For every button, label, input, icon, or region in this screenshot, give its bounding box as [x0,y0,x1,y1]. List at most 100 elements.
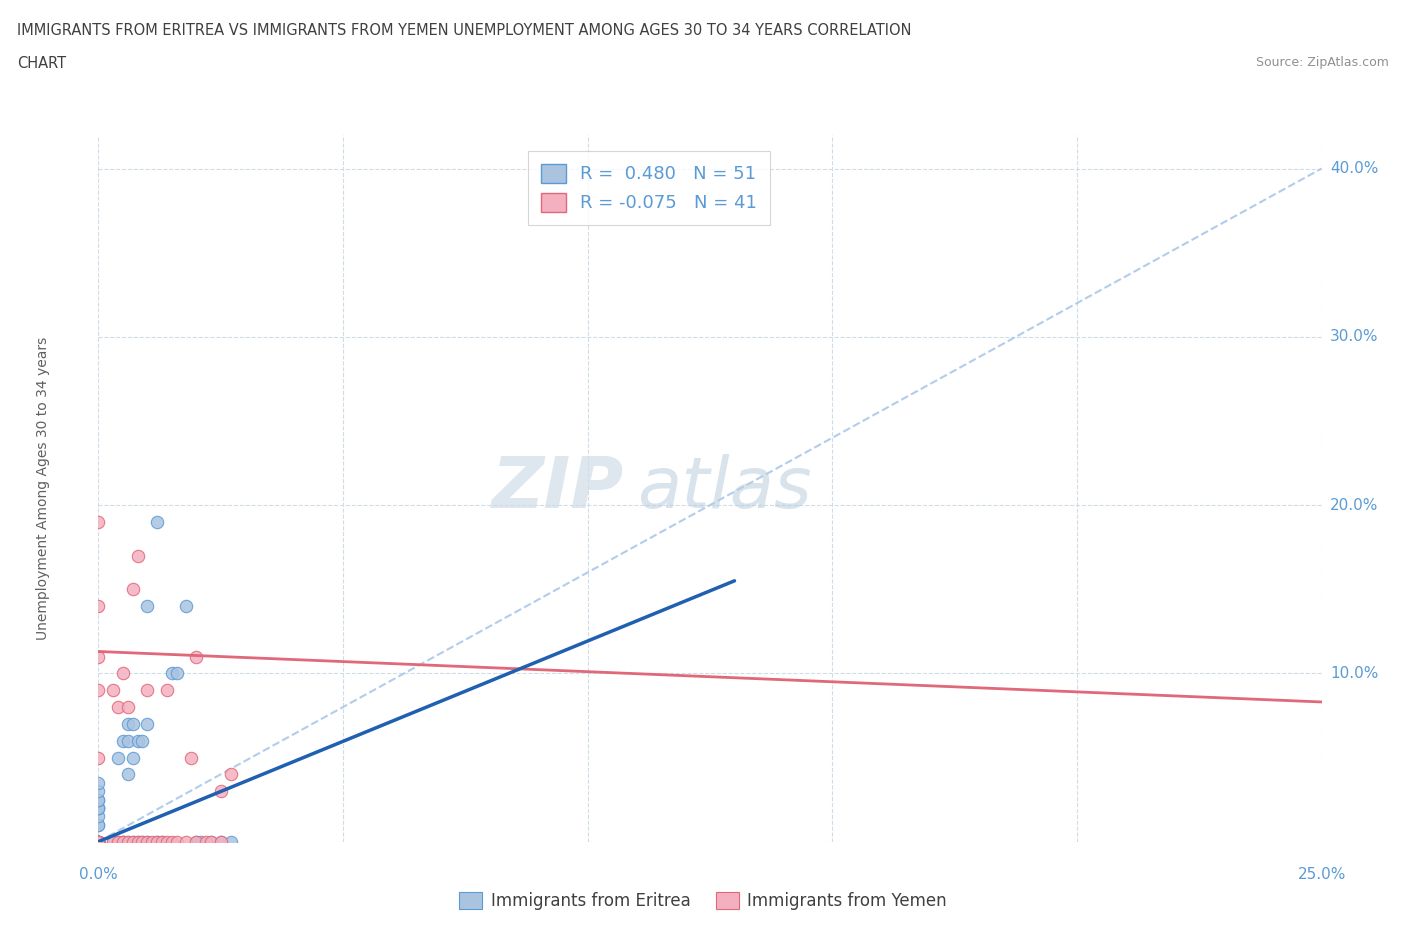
Point [176,834,198,849]
Point [87,834,110,849]
Point [131,733,153,748]
Point [166,834,188,849]
Text: IMMIGRANTS FROM ERITREA VS IMMIGRANTS FROM YEMEN UNEMPLOYMENT AMONG AGES 30 TO 3: IMMIGRANTS FROM ERITREA VS IMMIGRANTS FR… [17,23,911,38]
Point [87,776,110,790]
Point [111,834,134,849]
Point [121,582,143,597]
Point [190,834,212,849]
Point [121,834,143,849]
Point [160,666,183,681]
Text: 25.0%: 25.0% [1298,867,1346,882]
Point [186,649,208,664]
Point [150,834,173,849]
Point [87,834,110,849]
Point [101,834,124,849]
Point [176,599,198,614]
Point [200,834,222,849]
Point [111,733,134,748]
Point [136,834,159,849]
Point [101,834,124,849]
Point [195,834,218,849]
Point [146,834,169,849]
Point [87,834,110,849]
Point [111,834,134,849]
Point [87,801,110,816]
Point [107,751,129,765]
Point [209,834,232,849]
Point [131,834,153,849]
Point [87,834,110,849]
Point [136,599,159,614]
Point [200,834,222,849]
Point [136,834,159,849]
Point [127,834,149,849]
Text: atlas: atlas [637,454,811,523]
Text: ZIP: ZIP [492,454,624,523]
Text: Source: ZipAtlas.com: Source: ZipAtlas.com [1256,56,1389,69]
Point [136,716,159,731]
Legend: Immigrants from Eritrea, Immigrants from Yemen: Immigrants from Eritrea, Immigrants from… [453,885,953,917]
Point [131,834,153,849]
Point [219,767,242,782]
Point [219,834,242,849]
Point [160,834,183,849]
Point [87,834,110,849]
Point [87,683,110,698]
Point [87,649,110,664]
Text: CHART: CHART [17,56,66,71]
Point [117,834,139,849]
Point [127,834,149,849]
Point [156,834,179,849]
Point [111,666,134,681]
Point [117,699,139,714]
Point [107,834,129,849]
Point [87,514,110,529]
Point [150,834,173,849]
Point [107,699,129,714]
Point [87,809,110,824]
Point [87,817,110,832]
Point [87,792,110,807]
Point [87,792,110,807]
Point [87,834,110,849]
Point [87,834,110,849]
Point [136,683,159,698]
Text: 30.0%: 30.0% [1330,329,1378,344]
Point [141,834,163,849]
Point [121,834,143,849]
Point [87,834,110,849]
Point [87,834,110,849]
Point [111,834,134,849]
Point [87,834,110,849]
Point [87,801,110,816]
Point [186,834,208,849]
Point [166,666,188,681]
Point [101,683,124,698]
Point [121,716,143,731]
Point [87,599,110,614]
Point [87,751,110,765]
Point [87,834,110,849]
Point [127,733,149,748]
Point [87,834,110,849]
Point [156,683,179,698]
Point [127,548,149,563]
Point [209,834,232,849]
Point [117,767,139,782]
Point [87,834,110,849]
Text: 40.0%: 40.0% [1330,161,1378,176]
Point [87,834,110,849]
Point [146,834,169,849]
Point [180,751,202,765]
Point [121,751,143,765]
Point [117,716,139,731]
Point [87,817,110,832]
Point [87,784,110,799]
Point [87,834,110,849]
Point [186,834,208,849]
Point [209,784,232,799]
Text: Unemployment Among Ages 30 to 34 years: Unemployment Among Ages 30 to 34 years [37,337,51,640]
Point [146,514,169,529]
Text: 20.0%: 20.0% [1330,498,1378,512]
Legend: R =  0.480   N = 51, R = -0.075   N = 41: R = 0.480 N = 51, R = -0.075 N = 41 [527,151,770,225]
